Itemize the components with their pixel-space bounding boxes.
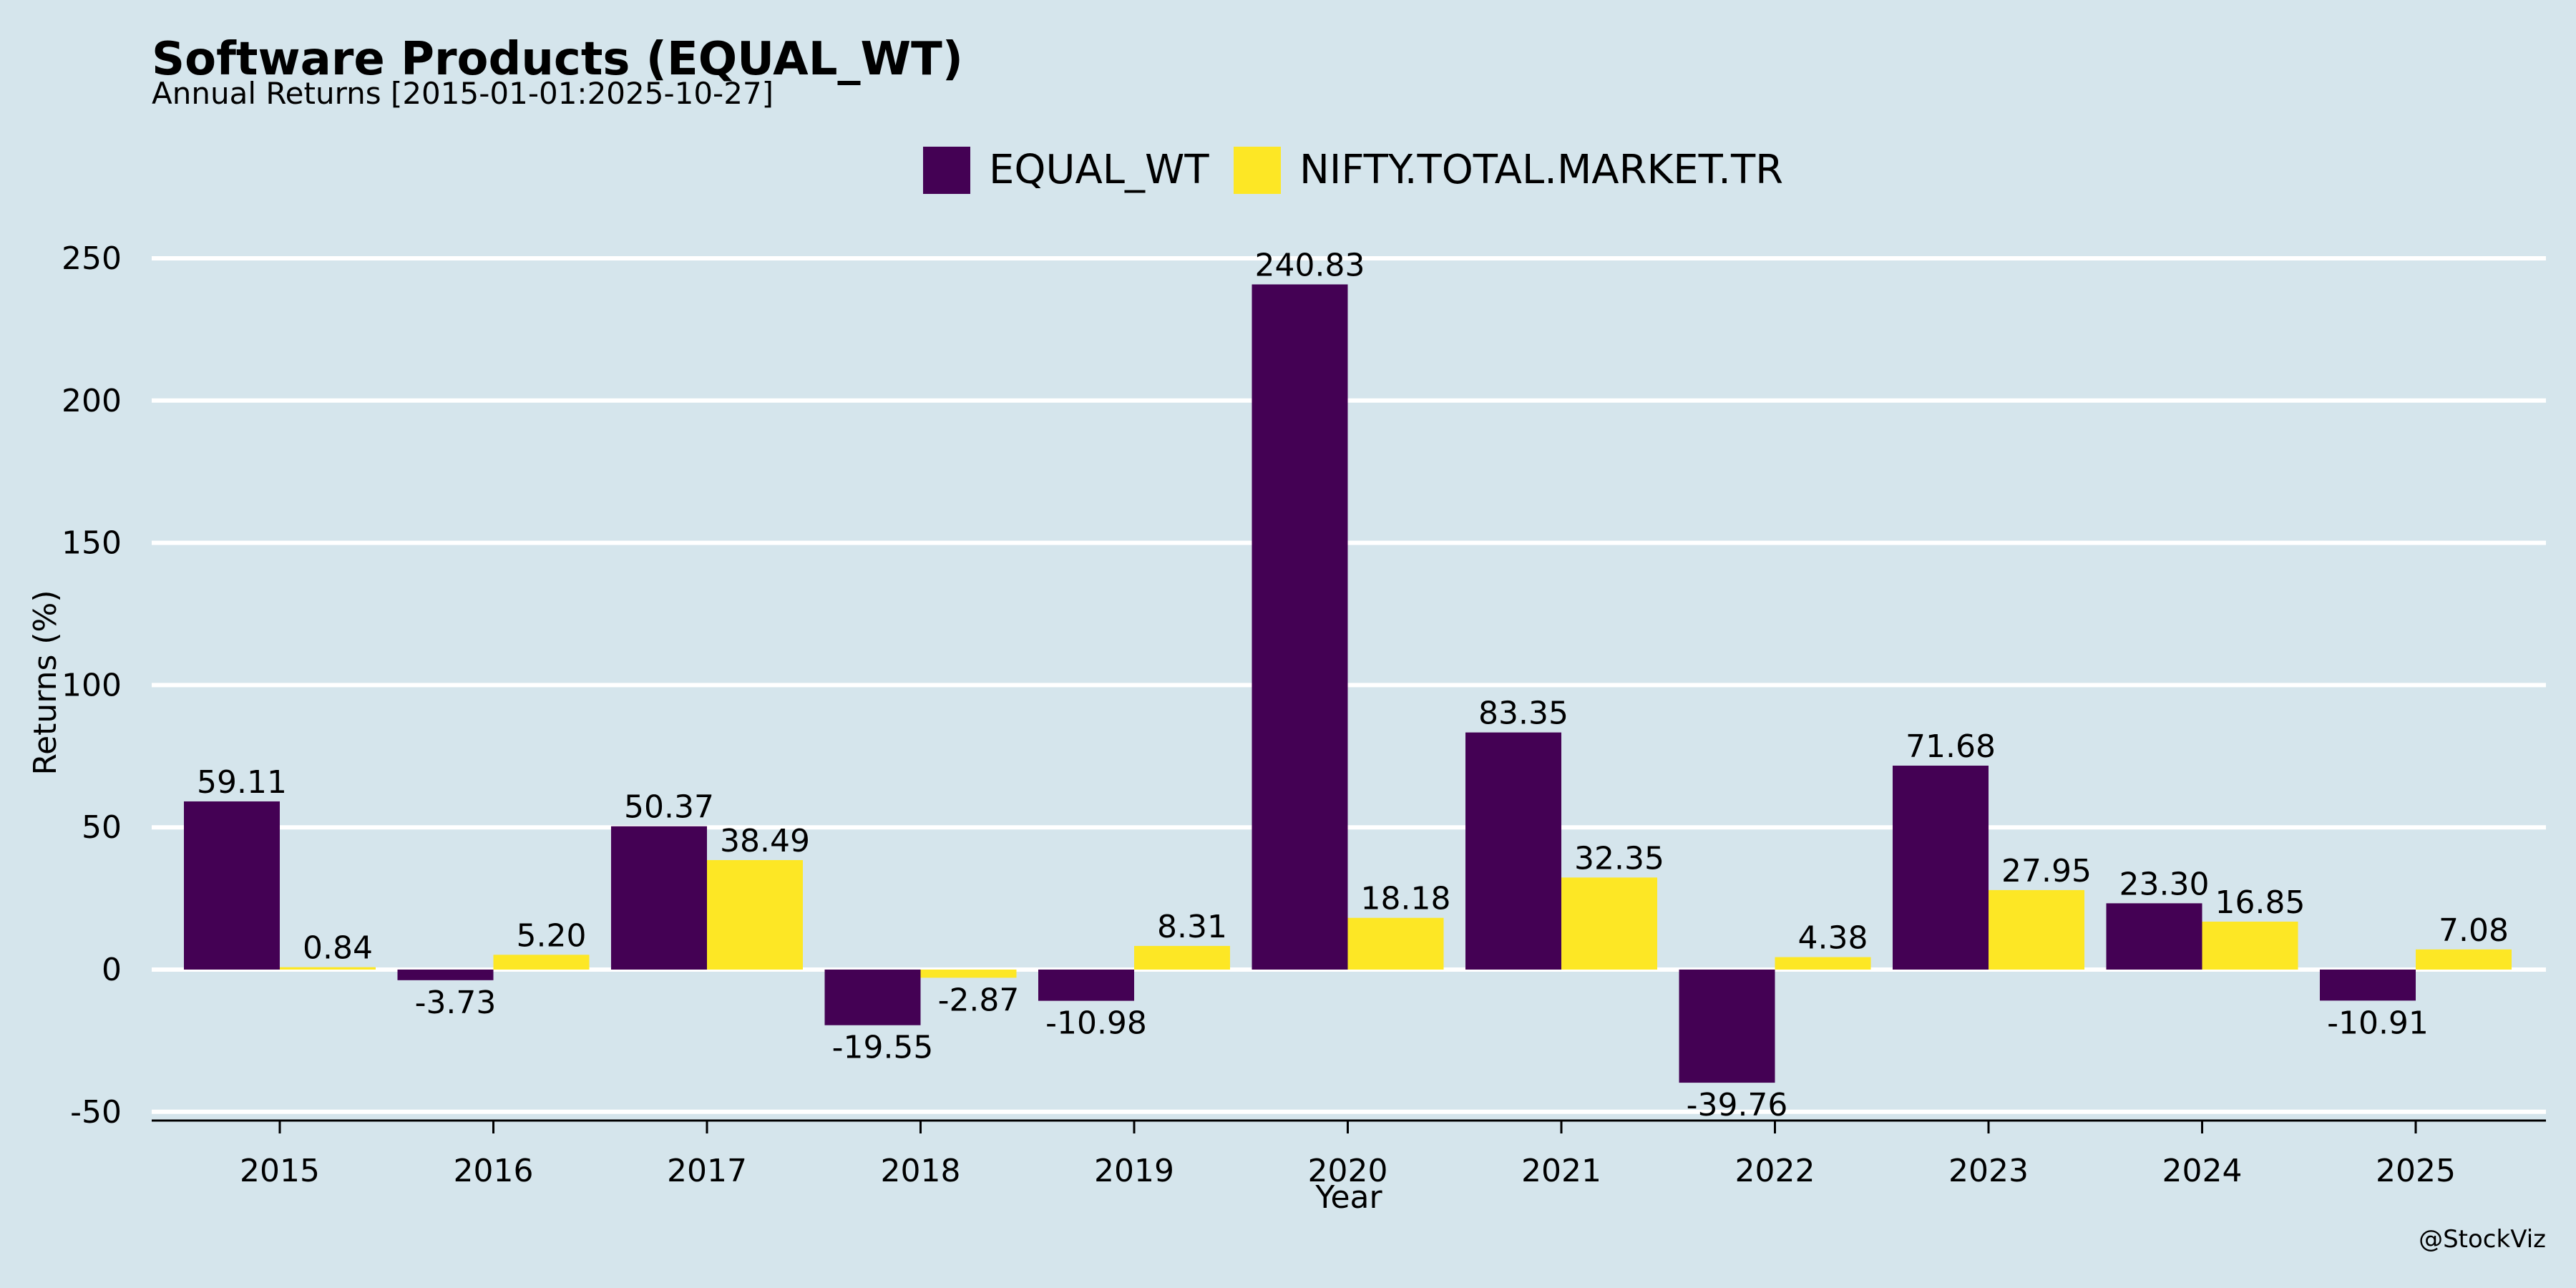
x-axis-label: Year <box>1314 1179 1382 1216</box>
x-tick-label: 2016 <box>454 1153 534 1189</box>
data-label: 23.30 <box>2119 866 2210 902</box>
bar-equal-wt-2015 <box>184 801 280 970</box>
bar-nifty-2022 <box>1775 957 1871 970</box>
y-tick-label: 150 <box>62 525 122 562</box>
data-label: -10.98 <box>1045 1005 1147 1042</box>
legend-swatch-nifty <box>1234 147 1281 194</box>
y-tick-label: -50 <box>70 1094 122 1131</box>
x-tick-label: 2025 <box>2376 1153 2456 1189</box>
y-tick-label: 250 <box>62 240 122 277</box>
data-label: 16.85 <box>2215 884 2306 921</box>
legend-label-equal-wt: EQUAL_WT <box>989 147 1209 193</box>
bar-nifty-2015 <box>280 967 376 970</box>
x-tick-label: 2021 <box>1521 1153 1601 1189</box>
bar-nifty-2017 <box>707 859 803 970</box>
legend-label-nifty: NIFTY.TOTAL.MARKET.TR <box>1299 147 1783 193</box>
legend: EQUAL_WT NIFTY.TOTAL.MARKET.TR <box>923 147 1783 194</box>
bar-equal-wt-2019 <box>1038 970 1134 1001</box>
y-axis-ticks: -50 0 50 100 150 200 250 <box>62 240 122 1131</box>
chart-title: Software Products (EQUAL_WT) <box>152 33 963 86</box>
x-axis: 2015 2016 2017 2018 2019 2020 2021 2022 2023 2024… <box>152 1119 2546 1189</box>
data-labels: 59.110.84-3.735.2050.3738.49-19.55-2.87-… <box>197 247 2509 1123</box>
credit-text: @StockViz <box>2419 1225 2546 1254</box>
bar-equal-wt-2024 <box>2106 903 2202 970</box>
data-label: 7.08 <box>2439 912 2509 949</box>
data-label: 8.31 <box>1157 909 1227 945</box>
data-label: 59.11 <box>197 764 287 801</box>
data-label: -10.91 <box>2327 1005 2429 1041</box>
bar-nifty-2020 <box>1347 917 1444 970</box>
x-tick-label: 2017 <box>667 1153 747 1189</box>
bar-nifty-2024 <box>2202 922 2298 970</box>
bar-equal-wt-2023 <box>1893 766 1989 970</box>
x-tick-label: 2024 <box>2162 1153 2243 1189</box>
y-tick-label: 200 <box>62 383 122 419</box>
x-tick-label: 2019 <box>1094 1153 1174 1189</box>
bar-equal-wt-2021 <box>1465 732 1561 970</box>
gridlines <box>152 256 2546 1114</box>
chart-subtitle: Annual Returns [2015-01-01:2025-10-27] <box>152 76 774 111</box>
data-label: 38.49 <box>720 823 810 859</box>
bar-nifty-2025 <box>2416 949 2512 970</box>
x-tick-label: 2020 <box>1308 1153 1388 1189</box>
bar-equal-wt-2025 <box>2320 970 2416 1001</box>
data-label: 32.35 <box>1574 840 1664 877</box>
data-label: -2.87 <box>938 982 1020 1018</box>
x-tick-label: 2023 <box>1948 1153 2029 1189</box>
y-tick-label: 100 <box>62 667 122 703</box>
data-label: 83.35 <box>1478 696 1568 732</box>
bar-equal-wt-2020 <box>1252 284 1348 970</box>
data-label: 27.95 <box>2001 853 2092 889</box>
x-tick-label: 2018 <box>881 1153 961 1189</box>
bar-nifty-2019 <box>1134 945 1230 970</box>
bar-nifty-2023 <box>1989 889 2084 970</box>
data-label: 240.83 <box>1255 247 1365 283</box>
y-tick-label: 0 <box>102 952 122 988</box>
y-tick-label: 50 <box>82 809 122 846</box>
x-tick-label: 2015 <box>240 1153 320 1189</box>
data-label: 18.18 <box>1361 881 1451 917</box>
bar-equal-wt-2018 <box>824 970 921 1025</box>
x-tick-label: 2022 <box>1735 1153 1815 1189</box>
data-label: -3.73 <box>415 985 497 1021</box>
data-label: 4.38 <box>1798 920 1868 957</box>
data-label: -39.76 <box>1687 1087 1788 1123</box>
bar-equal-wt-2017 <box>611 826 707 970</box>
bars <box>184 284 2512 1083</box>
data-label: 50.37 <box>624 789 714 826</box>
data-label: -19.55 <box>832 1030 934 1066</box>
y-axis-label: Returns (%) <box>27 590 64 775</box>
bar-nifty-2016 <box>493 955 590 970</box>
bar-equal-wt-2022 <box>1679 970 1775 1083</box>
legend-swatch-equal-wt <box>923 147 970 194</box>
bar-nifty-2018 <box>920 970 1017 978</box>
data-label: 71.68 <box>1906 728 1996 765</box>
bar-nifty-2021 <box>1561 877 1657 970</box>
data-label: 0.84 <box>303 930 373 967</box>
bar-equal-wt-2016 <box>397 970 494 980</box>
data-label: 5.20 <box>517 917 587 954</box>
